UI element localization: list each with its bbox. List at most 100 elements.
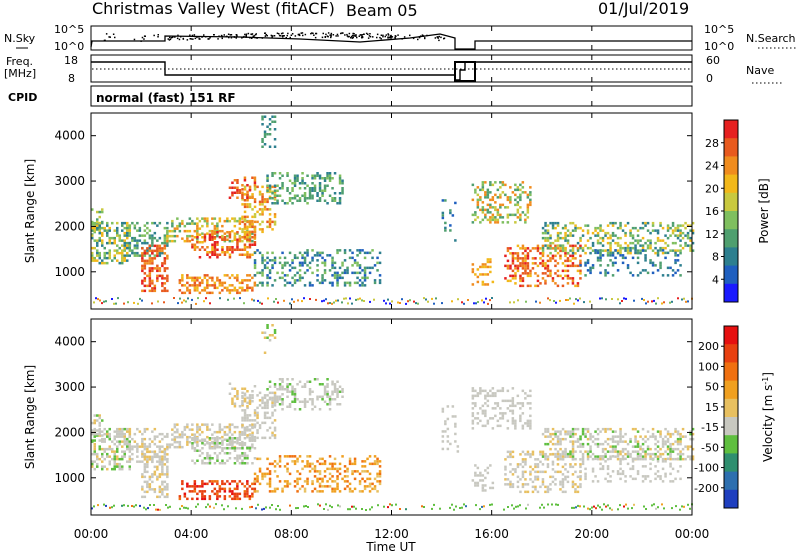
heatmap-cell	[554, 254, 557, 258]
nsky-point	[270, 34, 273, 37]
heatmap-cell	[308, 189, 312, 192]
heatmap-cell	[116, 229, 119, 232]
heatmap-cell	[581, 460, 585, 463]
heatmap-cell	[674, 241, 677, 245]
heatmap-cell	[246, 401, 249, 405]
nsky-point	[242, 36, 245, 38]
heatmap-cell	[243, 248, 247, 251]
heatmap-cell	[141, 452, 144, 456]
heatmap-cell	[511, 262, 515, 265]
heatmap-cell	[98, 254, 101, 257]
heatmap-cell	[293, 197, 297, 200]
colorbar-tick-label: 8	[712, 251, 719, 264]
heatmap-cell	[116, 231, 119, 235]
heatmap-cell	[223, 490, 227, 493]
nsky-point	[168, 39, 171, 41]
heatmap-cell	[96, 429, 99, 432]
heatmap-cell	[373, 281, 377, 285]
heatmap-cell	[221, 428, 224, 431]
heatmap-cell	[621, 229, 625, 232]
heatmap-cell	[141, 241, 144, 245]
heatmap-cell	[251, 239, 254, 243]
heatmap-cell	[539, 257, 542, 260]
heatmap-cell	[507, 506, 509, 508]
heatmap-cell	[566, 432, 570, 436]
heatmap-cell	[596, 226, 600, 230]
heatmap-cell	[641, 236, 645, 240]
heatmap-cell	[524, 257, 527, 260]
heatmap-cell	[153, 435, 157, 438]
heatmap-cell	[273, 198, 277, 201]
heatmap-cell	[311, 490, 314, 493]
heatmap-cell	[619, 467, 622, 471]
heatmap-cell	[525, 507, 527, 510]
heatmap-cell	[233, 191, 237, 194]
heatmap-cell	[589, 271, 592, 275]
heatmap-cell	[526, 252, 530, 255]
heatmap-cell	[148, 289, 152, 293]
heatmap-cell	[253, 233, 257, 236]
heatmap-cell	[363, 251, 367, 255]
heatmap-cell	[636, 229, 640, 232]
heatmap-cell	[341, 187, 344, 190]
heatmap-cell	[554, 483, 557, 486]
heatmap-cell	[509, 480, 512, 484]
heatmap-cell	[636, 430, 640, 433]
heatmap-cell	[98, 424, 101, 427]
heatmap-cell	[161, 284, 164, 288]
heatmap-cell	[163, 267, 167, 270]
heatmap-cell	[541, 503, 543, 506]
heatmap-cell	[261, 138, 264, 141]
heatmap-cell	[516, 480, 520, 484]
heatmap-cell	[268, 470, 272, 473]
heatmap-cell	[566, 452, 570, 456]
heatmap-cell	[519, 193, 522, 197]
heatmap-cell	[211, 248, 214, 251]
heatmap-cell	[361, 460, 364, 463]
heatmap-cell	[643, 299, 645, 301]
heatmap-cell	[148, 284, 152, 288]
heatmap-cell	[143, 262, 147, 265]
heatmap-cell	[586, 437, 590, 441]
heatmap-cell	[504, 468, 507, 471]
heatmap-cell	[666, 266, 670, 270]
heatmap-cell	[236, 447, 239, 450]
heatmap-cell	[689, 455, 692, 458]
heatmap-cell	[266, 324, 269, 327]
heatmap-cell	[486, 422, 490, 425]
heatmap-cell	[361, 490, 364, 493]
heatmap-cell	[611, 435, 615, 438]
heatmap-cell	[303, 284, 307, 287]
heatmap-cell	[298, 408, 302, 411]
heatmap-cell	[579, 264, 582, 267]
heatmap-cell	[621, 472, 625, 476]
y-tick-label: 3000	[54, 174, 85, 188]
heatmap-cell	[481, 186, 485, 189]
heatmap-cell	[641, 246, 645, 250]
heatmap-cell	[504, 399, 507, 403]
heatmap-cell	[491, 196, 495, 199]
heatmap-cell	[509, 196, 512, 199]
heatmap-cell	[647, 300, 649, 303]
heatmap-cell	[303, 251, 307, 255]
heatmap-cell	[526, 257, 530, 260]
heatmap-cell	[566, 455, 570, 458]
heatmap-cell	[141, 264, 144, 268]
heatmap-cell	[173, 239, 177, 243]
heatmap-cell	[641, 269, 645, 272]
heatmap-cell	[516, 186, 520, 189]
heatmap-cell	[519, 490, 522, 494]
heatmap-cell	[183, 239, 187, 243]
heatmap-cell	[238, 480, 242, 483]
heatmap-cell	[268, 391, 272, 395]
heatmap-cell	[246, 227, 249, 230]
heatmap-cell	[496, 404, 500, 408]
heatmap-cell	[128, 460, 132, 463]
heatmap-cell	[511, 455, 515, 459]
heatmap-cell	[591, 435, 595, 438]
heatmap-cell	[604, 430, 607, 433]
heatmap-cell	[121, 457, 124, 461]
heatmap-cell	[589, 437, 592, 441]
heatmap-cell	[238, 191, 242, 194]
heatmap-cell	[201, 430, 204, 434]
